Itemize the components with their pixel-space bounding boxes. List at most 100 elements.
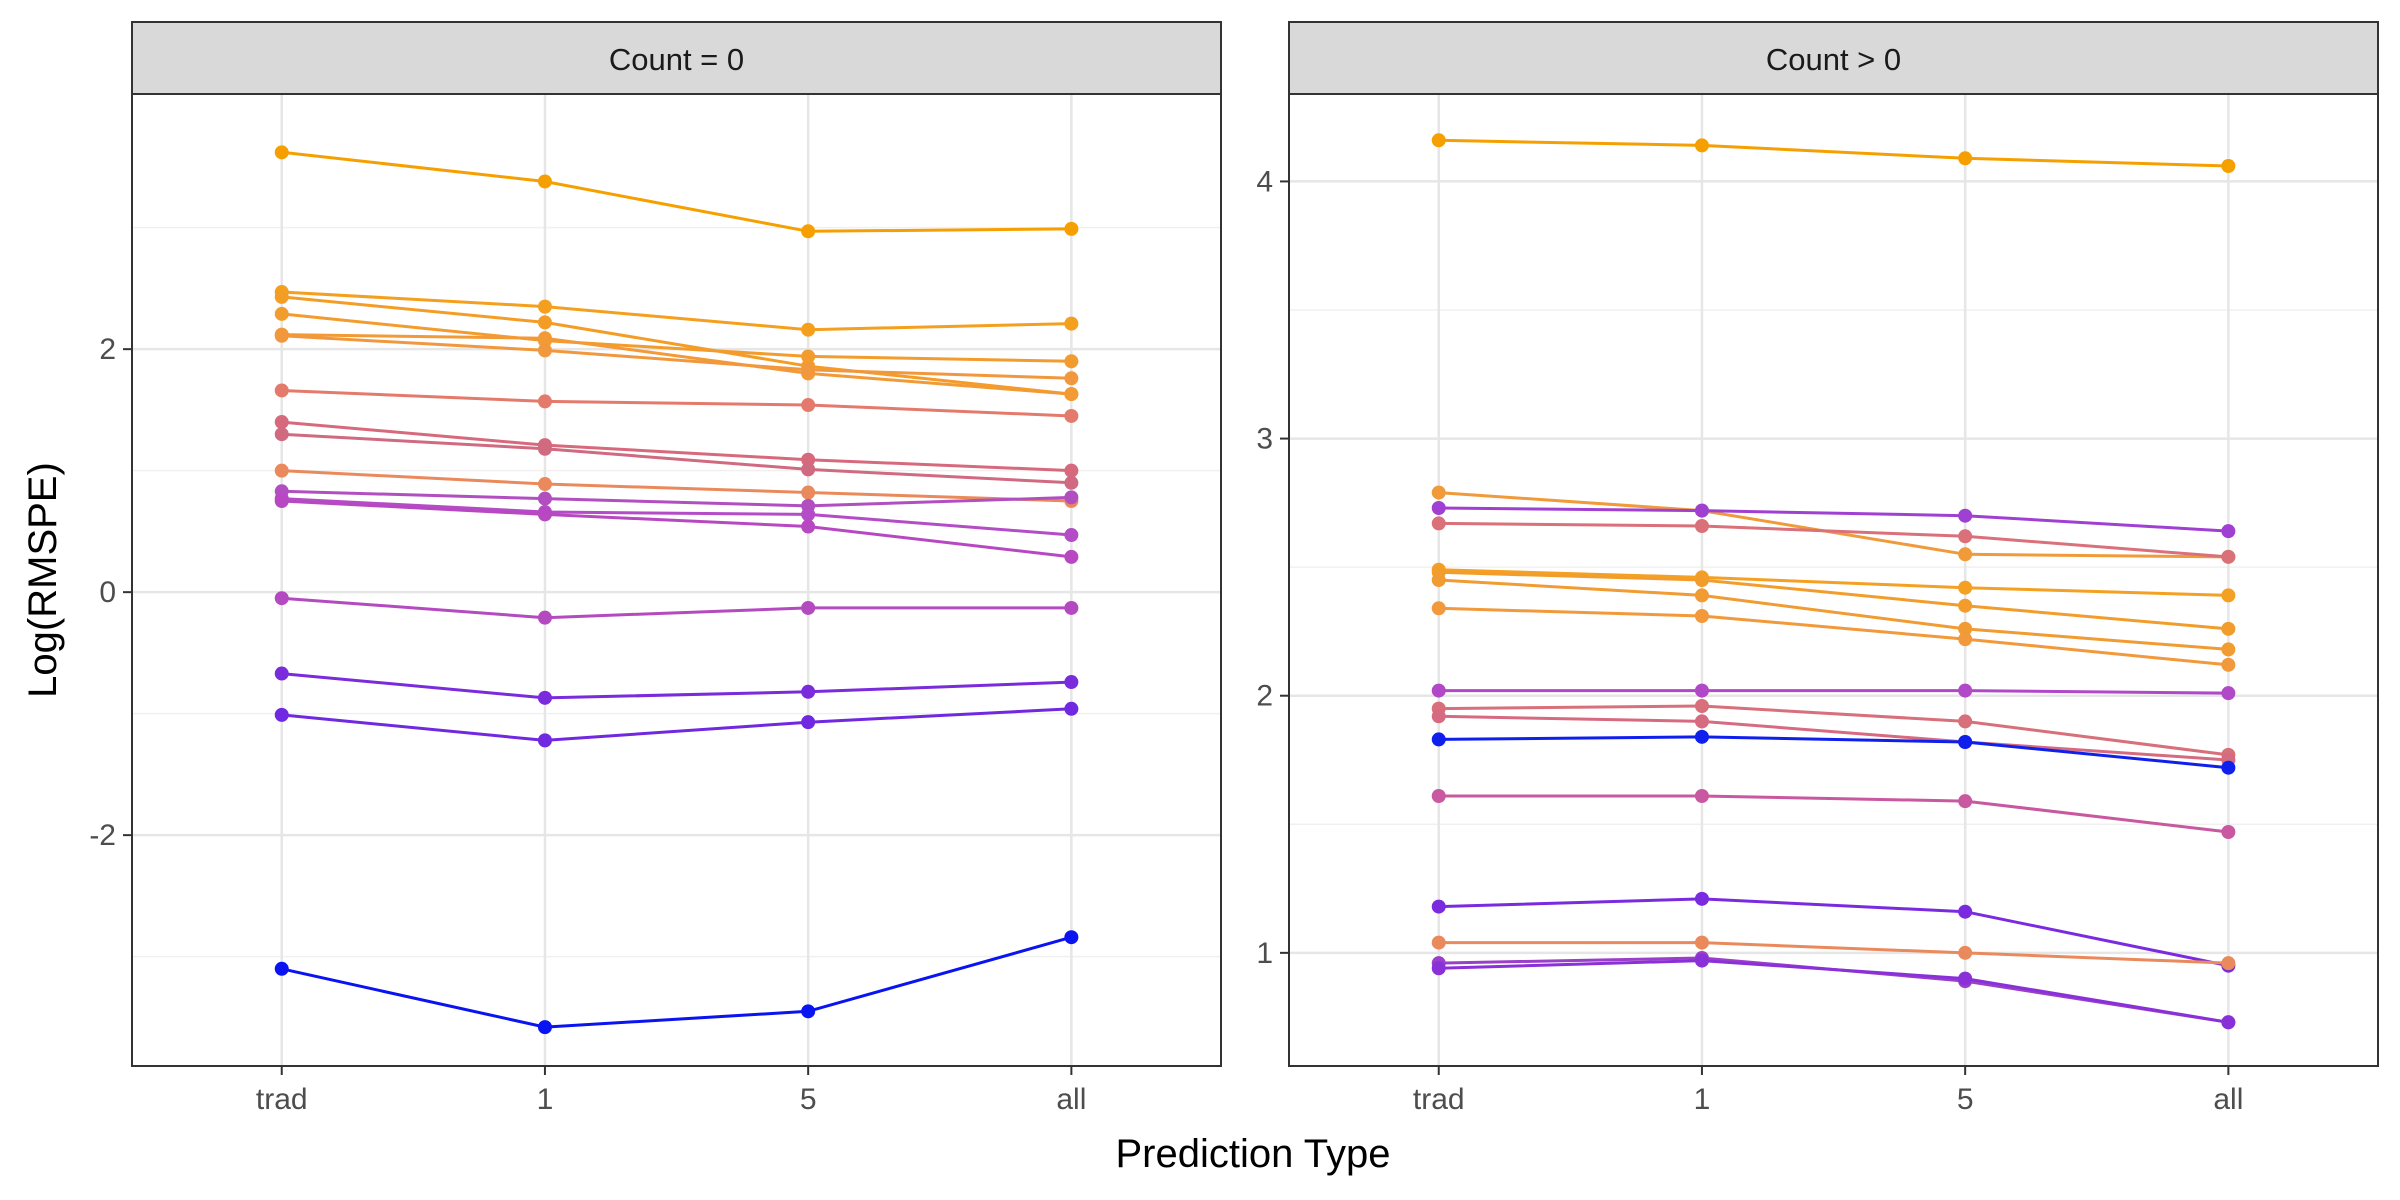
x-axis: trad 1 5 all	[256, 1066, 1086, 1116]
series-line	[281, 489, 1072, 508]
data-point	[537, 343, 552, 358]
series-line	[1438, 138, 2229, 168]
y-tick-label: 3	[1256, 423, 1273, 456]
panel-border	[1288, 93, 2379, 1067]
data-point	[2221, 588, 2236, 603]
data-point	[1958, 971, 1973, 986]
data-point	[1431, 485, 1446, 500]
data-point	[1694, 891, 1709, 906]
data-point	[1431, 501, 1446, 515]
x-axis: trad 1 5 all	[1413, 1066, 2243, 1116]
series-line	[1438, 521, 2229, 559]
data-point	[801, 485, 816, 500]
series-line	[281, 150, 1072, 233]
data-point	[1694, 588, 1709, 603]
series-line	[1438, 714, 2229, 762]
x-tick-label: all	[2213, 1083, 2243, 1116]
data-point	[1431, 789, 1446, 803]
data-point	[537, 331, 552, 346]
data-point	[1064, 475, 1079, 490]
data-point	[1064, 528, 1079, 543]
data-point	[537, 299, 552, 314]
data-point	[1064, 316, 1079, 331]
data-point	[2221, 159, 2236, 173]
x-tick-label: trad	[256, 1083, 308, 1116]
data-point	[537, 690, 552, 705]
y-tick-label: 0	[99, 576, 116, 609]
data-point	[274, 591, 289, 606]
data-point	[274, 666, 289, 681]
data-point	[801, 462, 816, 477]
data-point	[801, 519, 816, 534]
data-point	[274, 427, 289, 442]
series-line	[281, 334, 1072, 380]
data-point	[1958, 529, 1973, 544]
data-point	[537, 733, 552, 748]
data-point	[1958, 508, 1973, 523]
y-axis: 1 2 3 4	[1256, 165, 1289, 970]
data-point	[2221, 621, 2236, 636]
data-point	[1958, 794, 1973, 809]
panel-background	[132, 94, 1221, 1066]
data-point	[1694, 935, 1709, 950]
data-point	[1958, 714, 1973, 729]
data-point	[1064, 600, 1079, 615]
x-tick-label: 1	[537, 1083, 554, 1116]
data-point	[1064, 549, 1079, 564]
data-point	[274, 306, 289, 321]
data-point	[274, 463, 289, 478]
series-line	[1438, 568, 2229, 597]
strip-background	[131, 21, 1222, 95]
data-point	[801, 322, 816, 337]
data-point	[1064, 930, 1079, 945]
data-point	[2221, 524, 2236, 539]
data-point	[2221, 686, 2236, 701]
data-point	[1064, 701, 1079, 716]
series-line	[281, 707, 1072, 742]
data-point	[537, 174, 552, 189]
data-point	[1064, 387, 1079, 402]
data-point	[1694, 714, 1709, 729]
data-point	[1694, 573, 1709, 587]
data-point	[801, 398, 816, 413]
y-tick-label: 1	[1256, 937, 1273, 970]
data-point	[1431, 133, 1446, 148]
data-point	[1958, 580, 1973, 595]
series-line	[281, 432, 1072, 485]
data-point	[1431, 899, 1446, 914]
data-point	[1431, 709, 1446, 724]
series-line	[1438, 578, 2229, 651]
strip-background	[1288, 21, 2379, 95]
data-point	[2221, 657, 2236, 672]
data-point	[274, 961, 289, 976]
data-point	[801, 600, 816, 615]
y-tick-label: 2	[1256, 680, 1273, 713]
data-point	[537, 441, 552, 456]
strip-label: Count > 0	[1766, 42, 1901, 77]
data-point	[1431, 573, 1446, 587]
series-line	[281, 497, 1072, 537]
facet-count-gt-0: Count > 0 1 2 3 4 trad 1 5 all	[1256, 21, 2379, 1116]
series-line	[1438, 959, 2229, 1024]
data-point	[537, 610, 552, 625]
series-line	[281, 672, 1072, 700]
data-point	[537, 507, 552, 522]
series-line	[281, 312, 1072, 363]
data-point	[2221, 1015, 2236, 1030]
data-point	[1958, 904, 1973, 919]
data-point	[801, 452, 816, 467]
y-tick-label: 2	[99, 333, 116, 366]
series-line	[1438, 606, 2229, 667]
data-point	[274, 415, 289, 430]
data-point	[537, 394, 552, 409]
data-point	[1694, 789, 1709, 803]
data-point	[1694, 953, 1709, 968]
data-point	[1958, 945, 1973, 960]
series-line	[1438, 689, 2229, 695]
x-axis-title: Prediction Type	[1116, 1132, 1391, 1176]
data-point	[1064, 490, 1079, 505]
strip-label: Count = 0	[609, 42, 744, 77]
series-lines	[274, 145, 1079, 1035]
data-point	[1064, 675, 1079, 690]
data-point	[801, 1004, 816, 1019]
